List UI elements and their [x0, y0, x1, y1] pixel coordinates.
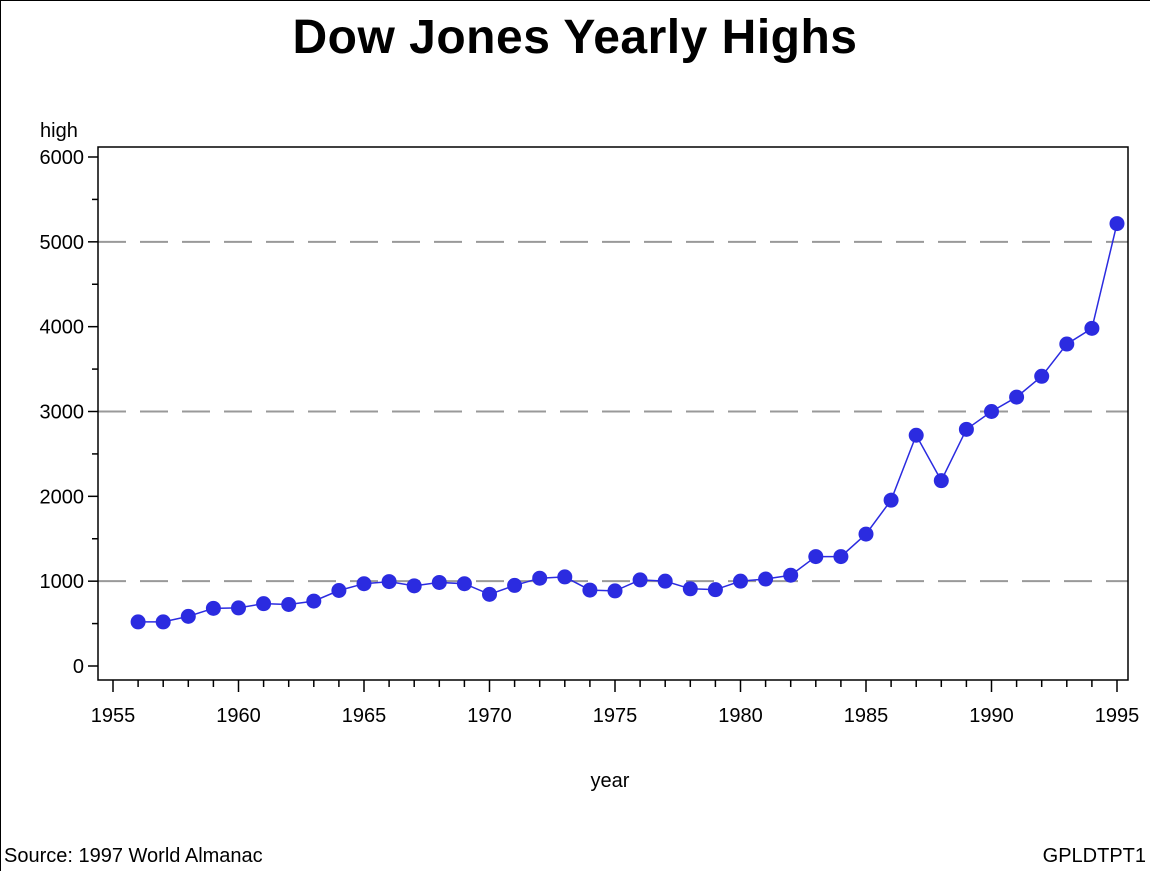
- y-tick-label: 6000: [40, 147, 85, 169]
- y-tick-label: 3000: [40, 402, 85, 424]
- data-point: [758, 571, 774, 587]
- data-point: [331, 582, 347, 598]
- x-tick-label: 1965: [342, 705, 387, 727]
- data-point: [808, 549, 824, 565]
- data-point: [431, 574, 447, 590]
- chart-title: Dow Jones Yearly Highs: [292, 11, 858, 64]
- data-point: [607, 583, 623, 599]
- data-point: [205, 600, 221, 616]
- y-tick-label: 0: [73, 656, 84, 678]
- series-line: [138, 223, 1118, 623]
- data-point: [858, 526, 874, 542]
- data-point: [456, 576, 472, 592]
- x-tick-label: 1980: [718, 705, 763, 727]
- data-point: [231, 600, 246, 616]
- data-point: [933, 473, 949, 489]
- data-point: [256, 596, 272, 612]
- y-tick-label: 1000: [40, 571, 85, 593]
- data-point: [306, 593, 322, 609]
- data-point: [130, 614, 146, 630]
- data-point: [783, 567, 799, 583]
- source-footnote: Source: 1997 World Almanac: [4, 845, 263, 867]
- data-point: [356, 576, 372, 592]
- plot-area: [97, 146, 1129, 681]
- data-point: [733, 573, 748, 589]
- data-point: [908, 427, 924, 443]
- gridlines: [98, 240, 1128, 583]
- x-tick-label: 1985: [844, 705, 889, 727]
- data-point: [1109, 216, 1125, 232]
- data-point: [657, 573, 673, 589]
- data-point: [833, 549, 849, 565]
- data-point: [632, 572, 648, 588]
- data-point: [381, 574, 397, 590]
- x-tick-label: 1975: [593, 705, 638, 727]
- y-axis: 0 1000 2000 3000 4000 5000 6000: [40, 147, 98, 678]
- data-point: [557, 569, 573, 585]
- data-point: [1009, 389, 1025, 405]
- data-point: [707, 582, 723, 598]
- data-point: [406, 578, 422, 594]
- x-tick-label: 1990: [969, 705, 1014, 727]
- data-point: [281, 596, 297, 612]
- data-point: [155, 614, 171, 630]
- x-tick-label: 1960: [216, 705, 261, 727]
- x-tick-label: 1995: [1095, 705, 1140, 727]
- y-tick-label: 5000: [40, 232, 85, 254]
- y-axis-label: high: [40, 120, 78, 142]
- y-tick-label: 2000: [40, 486, 85, 508]
- data-point: [1034, 368, 1050, 384]
- data-point: [482, 586, 497, 602]
- x-tick-label: 1955: [91, 705, 136, 727]
- figure-id: GPLDTPT1: [1042, 845, 1146, 867]
- data-point: [180, 608, 196, 624]
- x-axis-label: year: [591, 770, 630, 792]
- data-point: [1084, 320, 1100, 336]
- x-axis: 1955 1960 1965 1970 1975 1980 1985 1990 1995: [91, 680, 1140, 727]
- data-point: [958, 421, 974, 437]
- data-point: [582, 582, 598, 598]
- data-point: [682, 581, 698, 597]
- data-point: [984, 404, 999, 419]
- data-point: [883, 492, 899, 508]
- data-points: [130, 216, 1125, 630]
- y-tick-label: 4000: [40, 317, 85, 339]
- x-tick-label: 1970: [467, 705, 512, 727]
- data-point: [507, 577, 523, 593]
- data-point: [1059, 336, 1075, 352]
- data-point: [532, 570, 548, 586]
